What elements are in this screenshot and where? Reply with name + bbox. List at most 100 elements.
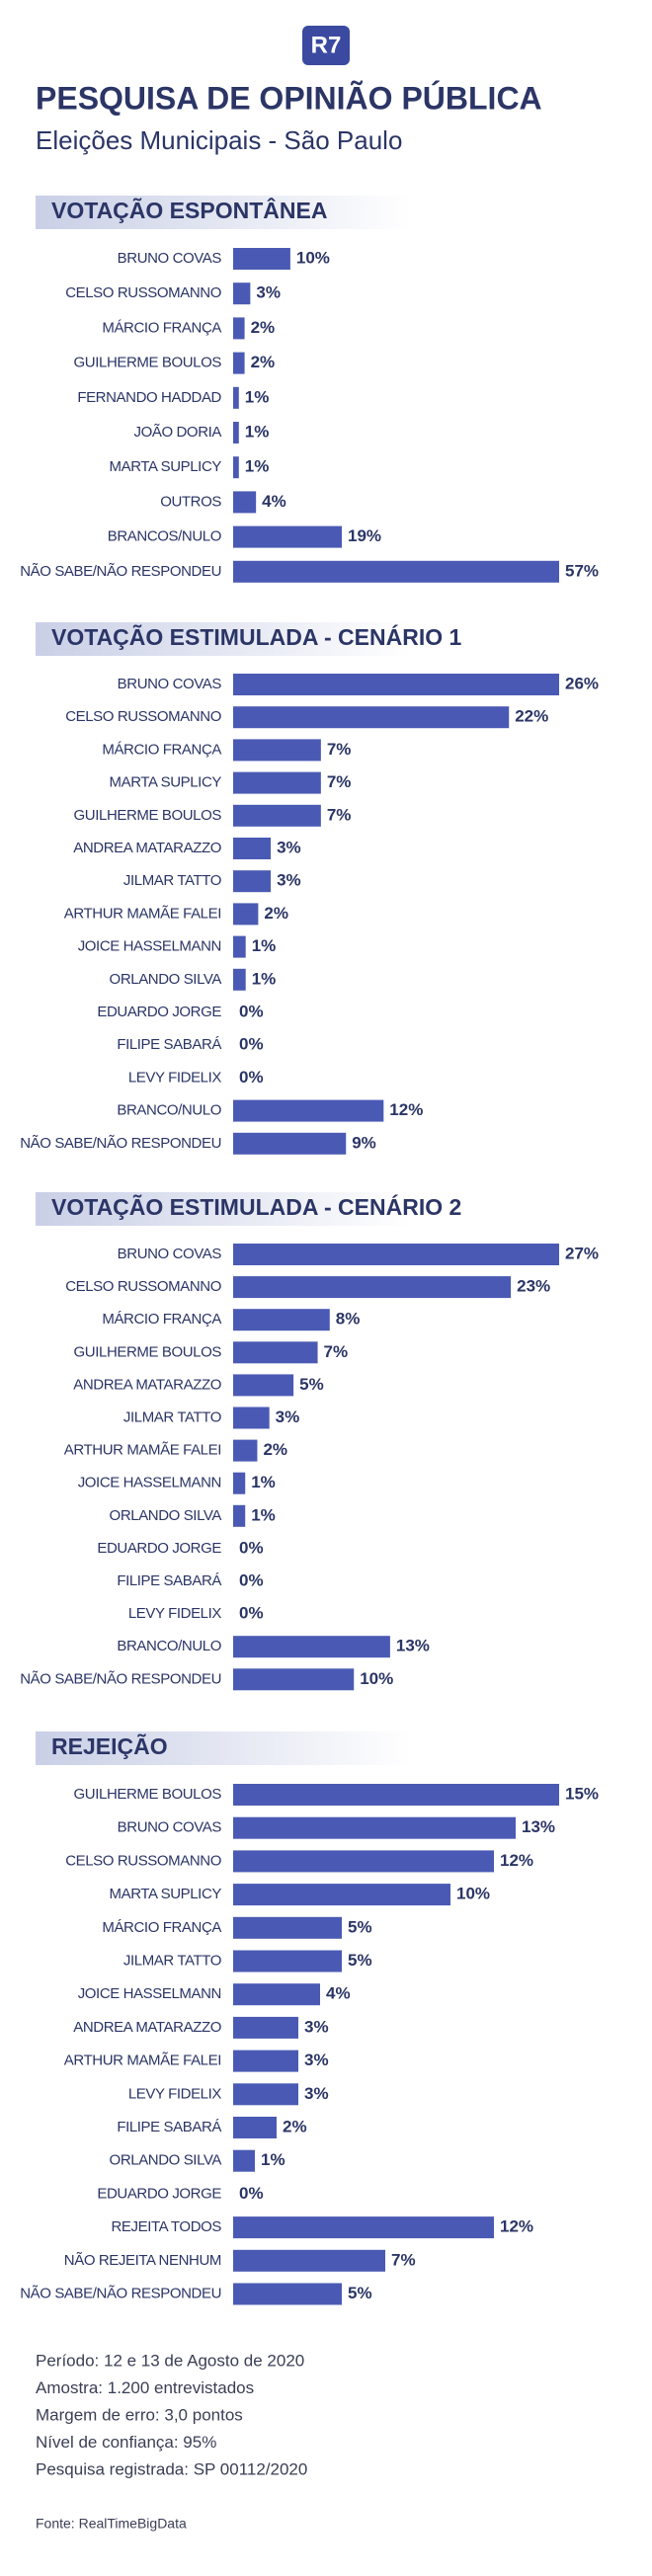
bar (233, 1407, 270, 1429)
category-label: MÁRCIO FRANÇA (102, 741, 221, 758)
bar (233, 560, 559, 583)
section-band (36, 1192, 411, 1226)
category-label: BRUNO COVAS (118, 676, 222, 692)
source: Fonte: RealTimeBigData (36, 2516, 187, 2532)
category-label: NÃO SABE/NÃO RESPONDEU (20, 2285, 221, 2301)
category-label: MÁRCIO FRANÇA (102, 1919, 221, 1936)
bar (233, 2216, 494, 2239)
value-label: 0% (239, 2184, 264, 2203)
bar (233, 1950, 342, 1972)
bar (233, 386, 239, 409)
bar (233, 2283, 342, 2305)
category-label: GUILHERME BOULOS (74, 1786, 222, 1803)
value-label: 7% (327, 772, 352, 791)
bar (233, 1983, 320, 2006)
category-label: MÁRCIO FRANÇA (102, 1311, 221, 1328)
category-label: BRANCO/NULO (117, 1102, 221, 1119)
category-label: GUILHERME BOULOS (74, 1343, 222, 1360)
title: PESQUISA DE OPINIÃO PÚBLICA (36, 80, 542, 116)
category-label: ARTHUR MAMÃE FALEI (64, 1442, 221, 1459)
value-label: 19% (348, 526, 381, 545)
category-label: MARTA SUPLICY (110, 774, 222, 791)
bar (233, 1884, 450, 1906)
value-label: 15% (565, 1784, 599, 1803)
category-label: BRUNO COVAS (118, 1819, 222, 1836)
value-label: 23% (517, 1277, 550, 1296)
bar (233, 1244, 559, 1265)
value-label: 1% (251, 1505, 276, 1524)
value-label: 0% (239, 1538, 264, 1557)
section-band (36, 622, 411, 656)
value-label: 1% (261, 2150, 285, 2169)
category-label: BRUNO COVAS (118, 1246, 222, 1262)
category-label: ARTHUR MAMÃE FALEI (64, 905, 221, 922)
category-label: FERNANDO HADDAD (77, 389, 221, 406)
value-label: 0% (239, 1604, 264, 1623)
category-label: BRANCOS/NULO (108, 528, 221, 545)
category-label: ANDREA MATARAZZO (73, 1376, 221, 1393)
bar (233, 935, 246, 958)
value-label: 7% (327, 805, 352, 824)
bar (233, 1099, 384, 1122)
bar (233, 1784, 559, 1806)
bar (233, 1668, 355, 1691)
category-label: MÁRCIO FRANÇA (102, 319, 221, 336)
bar (233, 317, 245, 340)
bar (233, 674, 559, 695)
footnote: Pesquisa registrada: SP 00112/2020 (36, 2459, 307, 2478)
category-label: CELSO RUSSOMANNO (65, 1852, 221, 1869)
category-label: BRUNO COVAS (118, 250, 222, 267)
bar (233, 248, 290, 270)
bar (233, 1132, 347, 1155)
value-label: 1% (252, 936, 277, 955)
value-label: 12% (389, 1100, 423, 1119)
value-label: 1% (252, 969, 277, 988)
value-label: 3% (277, 838, 301, 856)
bar (233, 422, 239, 443)
value-label: 27% (565, 1244, 599, 1262)
category-label: ANDREA MATARAZZO (73, 2019, 221, 2036)
value-label: 10% (296, 248, 330, 267)
category-label: ORLANDO SILVA (110, 971, 222, 988)
category-label: CELSO RUSSOMANNO (65, 708, 221, 725)
bar (233, 968, 246, 991)
category-label: NÃO REJEITA NENHUM (64, 2252, 221, 2269)
category-label: CELSO RUSSOMANNO (65, 1278, 221, 1295)
category-label: EDUARDO JORGE (97, 2185, 221, 2202)
value-label: 3% (304, 2017, 329, 2036)
category-label: FILIPE SABARÁ (117, 1572, 221, 1589)
value-label: 3% (256, 283, 281, 302)
category-label: JOÃO DORIA (133, 424, 221, 441)
value-label: 1% (251, 1473, 276, 1491)
value-label: 5% (299, 1375, 324, 1394)
category-label: JILMAR TATTO (123, 1952, 221, 1969)
logo-box (302, 26, 350, 65)
bar (233, 771, 321, 794)
bar (233, 739, 321, 762)
value-label: 7% (391, 2250, 416, 2269)
category-label: GUILHERME BOULOS (74, 807, 222, 824)
category-label: EDUARDO JORGE (97, 1540, 221, 1557)
value-label: 3% (304, 2084, 329, 2103)
category-label: FILIPE SABARÁ (117, 1036, 221, 1053)
value-label: 5% (348, 2284, 372, 2302)
value-label: 3% (304, 2051, 329, 2069)
subtitle: Eleições Municipais - São Paulo (36, 125, 402, 155)
value-label: 4% (262, 492, 286, 511)
bar (233, 2149, 255, 2172)
value-label: 2% (283, 2117, 307, 2135)
category-label: JILMAR TATTO (123, 872, 221, 889)
value-label: 22% (515, 707, 548, 726)
value-label: 0% (239, 1068, 264, 1087)
section-title: VOTAÇÃO ESPONTÂNEA (51, 197, 327, 223)
category-label: BRANCO/NULO (117, 1638, 221, 1654)
category-label: NÃO SABE/NÃO RESPONDEU (20, 1135, 221, 1152)
value-label: 26% (565, 674, 599, 692)
category-label: FILIPE SABARÁ (117, 2119, 221, 2135)
bar (233, 1472, 246, 1494)
bar (233, 2249, 385, 2272)
value-label: 0% (239, 1570, 264, 1589)
bar (233, 1276, 512, 1299)
value-label: 0% (239, 1002, 264, 1020)
bar (233, 1816, 516, 1839)
